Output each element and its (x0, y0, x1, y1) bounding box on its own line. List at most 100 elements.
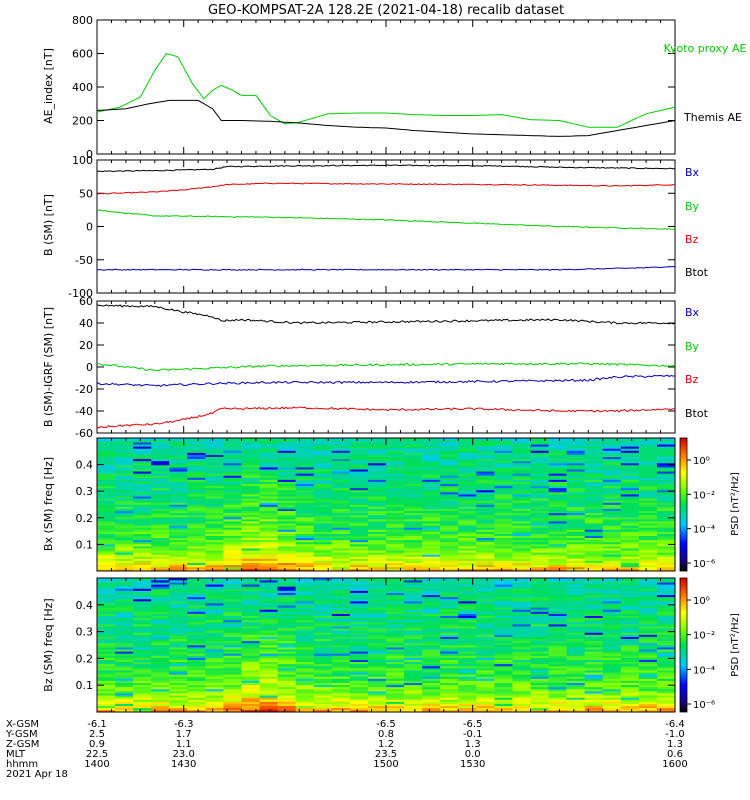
spectrogram-cell (404, 438, 423, 441)
spectrogram-cell (259, 440, 278, 443)
spectrogram-cell (223, 657, 242, 660)
spectrogram-cell (512, 475, 531, 478)
spectrogram-cell (476, 525, 495, 528)
spectrogram-cell (566, 603, 585, 606)
spectrogram-cell (386, 550, 405, 553)
spectrogram-cell (584, 568, 604, 572)
spectrogram-cell (404, 556, 423, 559)
spectrogram-cell (638, 516, 658, 520)
spectrogram-cell (205, 709, 224, 713)
spectrogram-cell (259, 483, 278, 487)
spectrogram-cell (367, 467, 387, 470)
spectrogram-cell (566, 444, 585, 447)
spectrogram-cell (349, 450, 369, 453)
spectrogram-cell (169, 525, 188, 528)
spectrogram-cell (404, 684, 423, 688)
spectrogram-cell (349, 556, 369, 559)
spectrogram-cell (313, 707, 333, 711)
spectrogram-cell (367, 649, 387, 652)
spectrogram-cell (205, 554, 224, 557)
spectrogram-cell (241, 531, 260, 534)
spectrogram-cell (133, 485, 152, 489)
spectrogram-cell (602, 504, 622, 507)
spectrogram-cell (367, 672, 387, 675)
spectrogram-cell (205, 584, 224, 587)
spectrogram-cell (458, 531, 477, 534)
spectrogram-cell (97, 481, 116, 485)
spectrogram-cell (331, 582, 351, 585)
y-tick-label: 0 (86, 148, 93, 161)
spectrogram-cell (476, 628, 495, 631)
spectrogram-cell (620, 527, 640, 530)
spectrogram-cell (566, 537, 585, 541)
spectrogram-cell (259, 624, 278, 627)
spectrogram-cell (97, 479, 116, 482)
spectrogram-cell (584, 539, 604, 543)
spectrogram-cell (115, 691, 134, 694)
spectrogram-cell (386, 539, 405, 543)
spectrogram-cell (349, 546, 369, 549)
spectrogram-cell (97, 541, 116, 545)
spectrogram-cell (313, 527, 333, 530)
spectrogram-cell (386, 657, 405, 660)
spectrogram-cell (349, 607, 369, 610)
spectrogram-cell (151, 611, 170, 614)
spectrogram-cell (404, 663, 423, 667)
spectrogram-cell (638, 688, 658, 692)
spectrogram-cell (331, 695, 351, 698)
spectrogram-cell (548, 709, 567, 713)
spectrogram-cell (638, 674, 658, 677)
spectrogram-cell (530, 527, 549, 530)
spectrogram-cell (548, 529, 567, 532)
spectrogram-cell (187, 454, 206, 458)
spectrogram-cell (404, 483, 423, 487)
spectrogram-cell (367, 562, 387, 566)
spectrogram-cell (512, 440, 531, 443)
spectrogram-cell (440, 535, 459, 539)
spectrogram-cell (602, 473, 622, 476)
spectrogram-cell (440, 617, 459, 621)
spectrogram-cell (205, 512, 224, 516)
spectrogram-cell (458, 508, 477, 512)
spectrogram-cell (602, 454, 622, 458)
spectrogram-cell (133, 682, 152, 686)
spectrogram-cell (620, 619, 640, 623)
spectrogram-cell (331, 442, 351, 445)
spectrogram-cell (313, 558, 333, 561)
spectrogram-cell (241, 676, 260, 679)
spectrogram-cell (313, 626, 333, 629)
spectrogram-cell (476, 498, 495, 501)
spectrogram-cell (422, 691, 441, 694)
spectrogram-cell (404, 682, 423, 686)
spectrogram-cell (566, 512, 585, 516)
spectrogram-cell (115, 510, 134, 514)
spectrogram-cell (602, 582, 622, 585)
spectrogram-cell (97, 487, 116, 491)
spectrogram-cell (241, 510, 260, 514)
spectrogram-cell (404, 502, 423, 505)
spectrogram-cell (512, 649, 531, 652)
spectrogram-cell (620, 645, 640, 648)
spectrogram-cell (458, 560, 477, 563)
spectrogram-cell (458, 477, 477, 480)
spectrogram-cell (494, 496, 513, 499)
spectrogram-cell (458, 527, 477, 530)
spectrogram-cell (458, 647, 477, 650)
spectrogram-cell (277, 626, 296, 629)
spectrogram-cell (187, 709, 206, 713)
series-line-bz (96, 182, 675, 195)
spectrogram-cell (386, 566, 405, 570)
spectrogram-cell (187, 440, 206, 443)
spectrogram-cell (602, 506, 622, 509)
spectrogram-cell (494, 506, 513, 509)
spectrogram-cell (295, 489, 315, 493)
spectrogram-cell (458, 605, 477, 608)
spectrogram-cell (530, 454, 549, 458)
spectrogram-cell (476, 496, 495, 499)
spectrogram-cell (584, 521, 604, 524)
spectrogram-cell (566, 481, 585, 485)
spectrogram-cell (422, 624, 441, 627)
spectrogram-cell (241, 634, 260, 637)
spectrogram-cell (367, 568, 387, 572)
spectrogram-cell (422, 508, 441, 512)
